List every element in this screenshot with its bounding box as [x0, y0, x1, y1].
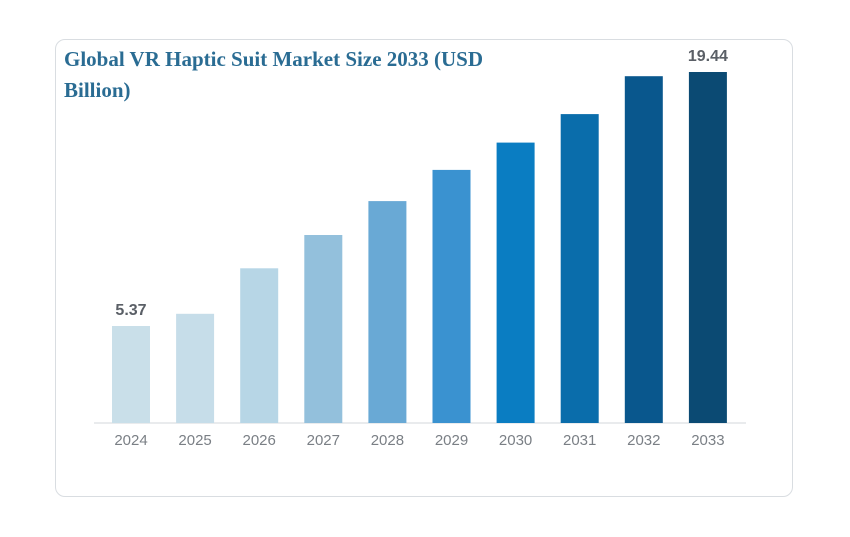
x-tick-label: 2032: [627, 432, 660, 449]
bar-2028: [368, 201, 407, 423]
bar-2025: [176, 313, 215, 423]
bar-2026: [240, 268, 279, 423]
chart-title: Global VR Haptic Suit Market Size 2033 (…: [64, 47, 484, 102]
x-tick-label: 2024: [114, 432, 147, 449]
x-tick-label: 2028: [371, 432, 404, 449]
bar-2031: [560, 114, 599, 423]
bar-2030: [496, 142, 535, 423]
x-tick-label: 2030: [499, 432, 532, 449]
bar-2033: [688, 72, 727, 423]
bar-2032: [624, 76, 663, 423]
x-tick-label: 2031: [563, 432, 596, 449]
bar-2029: [432, 169, 471, 423]
x-tick-label: 2033: [691, 432, 724, 449]
x-tick-label: 2026: [243, 432, 276, 449]
x-tick-label: 2029: [435, 432, 468, 449]
bars-group: [112, 72, 727, 423]
data-label-2033: 19.44: [688, 48, 728, 65]
bar-2024: [112, 326, 150, 423]
x-tick-label: 2025: [178, 432, 211, 449]
x-tick-label: 2027: [307, 432, 340, 449]
data-labels: 5.37 19.44: [115, 48, 728, 319]
data-label-2024: 5.37: [115, 302, 146, 319]
x-tick-labels: 2024 2025 2026 2027 2028 2029 2030 2031 2032 2033: [114, 432, 724, 449]
bar-2027: [304, 235, 343, 423]
